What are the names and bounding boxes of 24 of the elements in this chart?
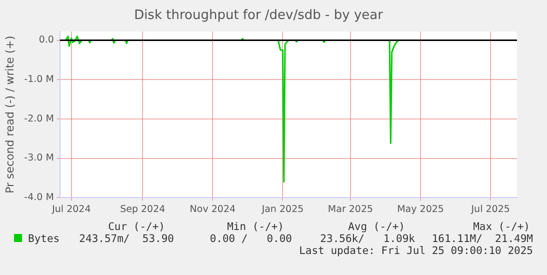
y-tick-label: -3.0 M [24, 152, 54, 164]
x-tick-label: Mar 2025 [328, 204, 374, 215]
text: 0.00 / 0.00 [210, 233, 292, 245]
y-tick-label: -2.0 M [24, 113, 54, 124]
y-tick-label: -4.0 M [24, 192, 54, 204]
text: Min (-/+) [227, 221, 284, 233]
x-tick-label: May 2025 [397, 204, 444, 215]
x-tick-label: Jul 2025 [470, 204, 510, 215]
text: 161.11M/ 21.49M [432, 233, 533, 245]
text: Avg (-/+) [348, 221, 405, 233]
x-tick-label: Nov 2024 [190, 204, 236, 215]
text: Max (-/+) [473, 221, 530, 233]
text: 243.57m/ 53.90 [79, 233, 174, 245]
x-tick-label: Jul 2024 [51, 204, 91, 215]
y-tick-label: -1.0 M [24, 74, 54, 86]
legend-label: Bytes [27, 233, 60, 245]
y-axis-title: Pr second read (-) / write (+) [3, 36, 16, 194]
x-tick-label: Sep 2024 [120, 204, 166, 215]
text: Last update: Fri Jul 25 09:00:10 2025 [299, 245, 533, 257]
chart-title: Disk throughput for /dev/sdb - by year [134, 8, 384, 24]
text: Cur (-/+) [108, 221, 165, 233]
x-tick-label: Jan 2025 [260, 204, 304, 215]
y-tick-label: 0.0 [38, 34, 54, 46]
text: 23.56k/ 1.09k [320, 233, 415, 245]
